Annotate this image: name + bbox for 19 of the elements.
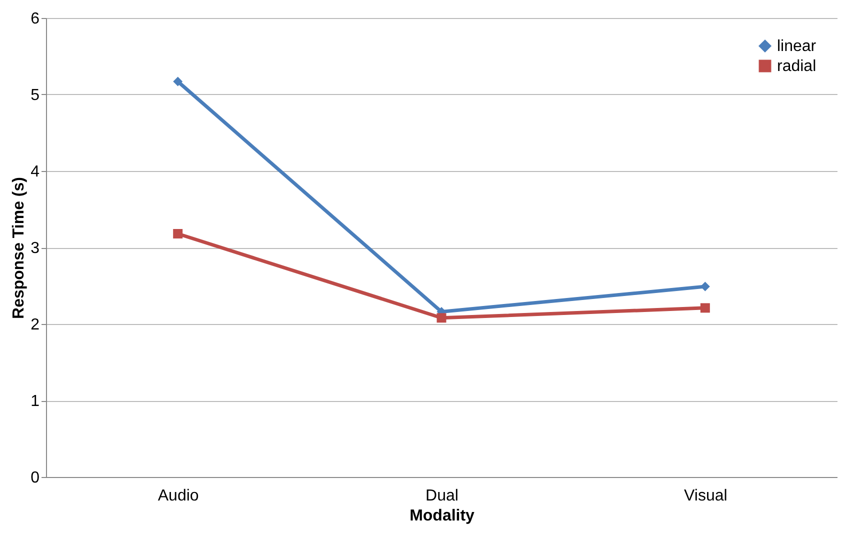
- x-tick-label: Audio: [158, 488, 199, 504]
- point: [173, 76, 183, 86]
- y-tick-label: 3: [30, 240, 40, 257]
- y-axis-title: Response Time (s): [10, 177, 28, 319]
- y-tick-label: 0: [30, 470, 40, 486]
- legend-label: radial: [777, 58, 816, 75]
- point: [700, 303, 710, 313]
- y-tick-label: 1: [30, 393, 40, 410]
- y-tick-label: 2: [30, 316, 40, 334]
- x-tick-label: Dual: [426, 488, 458, 504]
- x-axis-title: Modality: [410, 508, 475, 524]
- point: [436, 313, 446, 323]
- y-tick-label: 4: [30, 164, 40, 180]
- point: [700, 282, 710, 292]
- x-tick-label: Visual: [684, 488, 728, 504]
- y-tick-label: 6: [30, 10, 40, 28]
- legend-label: linear: [777, 38, 817, 55]
- y-tick-label: 5: [30, 87, 40, 104]
- point: [173, 228, 183, 238]
